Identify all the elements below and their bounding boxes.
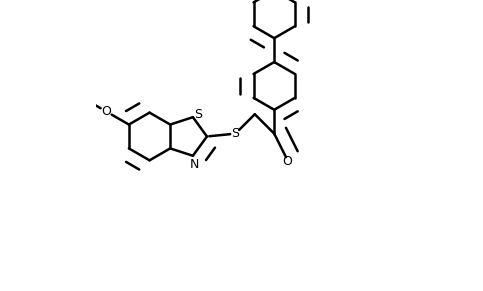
Text: O: O <box>101 105 111 118</box>
Text: N: N <box>190 158 199 171</box>
Text: S: S <box>194 108 202 121</box>
Text: S: S <box>231 127 240 140</box>
Text: O: O <box>283 155 292 168</box>
